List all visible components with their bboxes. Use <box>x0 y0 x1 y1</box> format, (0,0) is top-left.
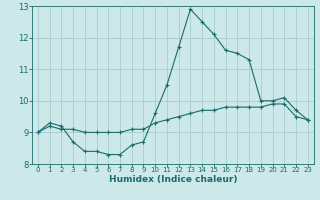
X-axis label: Humidex (Indice chaleur): Humidex (Indice chaleur) <box>108 175 237 184</box>
